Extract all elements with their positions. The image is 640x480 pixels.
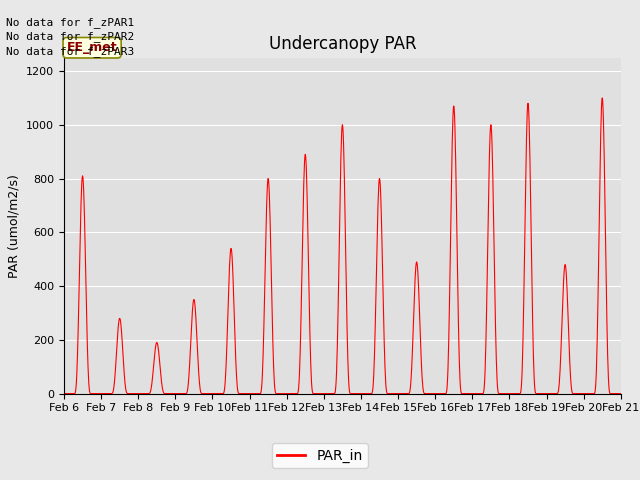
Text: EE_met: EE_met	[67, 41, 117, 54]
Y-axis label: PAR (umol/m2/s): PAR (umol/m2/s)	[8, 174, 20, 277]
Legend: PAR_in: PAR_in	[272, 443, 368, 468]
Text: No data for f_zPAR2: No data for f_zPAR2	[6, 31, 134, 42]
Text: No data for f_zPAR3: No data for f_zPAR3	[6, 46, 134, 57]
Text: No data for f_zPAR1: No data for f_zPAR1	[6, 17, 134, 28]
Title: Undercanopy PAR: Undercanopy PAR	[269, 35, 416, 53]
